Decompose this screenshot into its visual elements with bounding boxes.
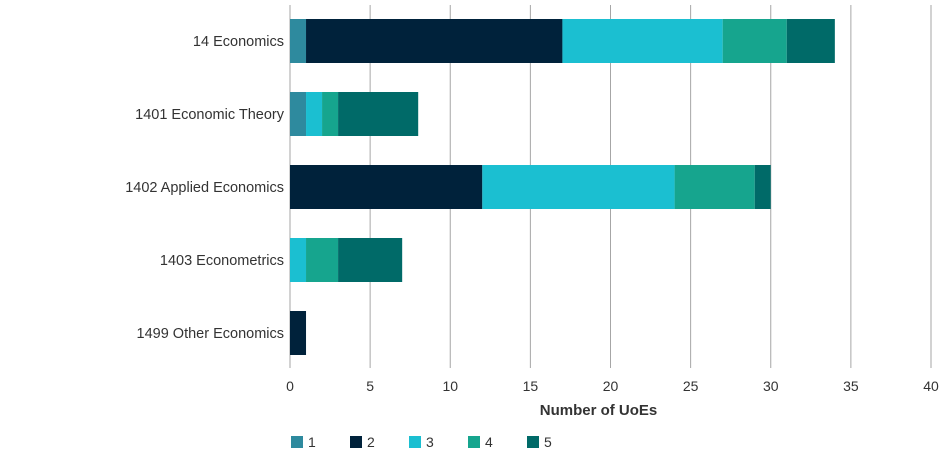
legend-label: 2 <box>367 434 375 450</box>
category-labels: 14 Economics 1401 Economic Theory 1402 App… <box>125 34 285 342</box>
legend-label: 3 <box>426 434 434 450</box>
category-label: 1401 Economic Theory <box>135 107 285 123</box>
legend-swatch <box>409 436 421 448</box>
legend-label: 1 <box>308 434 316 450</box>
bars <box>290 19 835 355</box>
bar-segment <box>562 19 723 63</box>
bar-segment <box>674 165 755 209</box>
bar-segment <box>306 19 563 63</box>
legend-swatch <box>527 436 539 448</box>
bar-segment <box>290 311 307 355</box>
bar-segment <box>722 19 787 63</box>
bar-segment <box>322 92 339 136</box>
bar-segment <box>754 165 771 209</box>
category-label: 1403 Econometrics <box>160 253 284 269</box>
x-tick-label: 30 <box>763 378 779 394</box>
x-tick-label: 10 <box>442 378 458 394</box>
x-tick-label: 40 <box>923 378 939 394</box>
x-tick-labels: 0 5 10 15 20 25 30 35 40 <box>286 378 939 394</box>
legend-label: 5 <box>544 434 552 450</box>
bar-segment <box>290 92 307 136</box>
legend-swatch <box>350 436 362 448</box>
legend-swatch <box>291 436 303 448</box>
bar-segment <box>306 92 323 136</box>
bar-segment <box>786 19 835 63</box>
bar-segment <box>290 238 307 282</box>
bar-segment <box>306 238 339 282</box>
category-label: 1402 Applied Economics <box>125 180 284 196</box>
category-label: 14 Economics <box>193 34 284 50</box>
bar-segment <box>290 19 307 63</box>
legend: 1 2 3 4 5 <box>291 434 552 450</box>
legend-label: 4 <box>485 434 493 450</box>
category-label: 1499 Other Economics <box>137 326 285 342</box>
x-tick-label: 35 <box>843 378 859 394</box>
bar-segment <box>482 165 675 209</box>
x-tick-label: 25 <box>683 378 699 394</box>
bar-segment <box>338 238 403 282</box>
x-tick-label: 20 <box>603 378 619 394</box>
legend-swatch <box>468 436 480 448</box>
x-tick-label: 15 <box>523 378 539 394</box>
x-tick-label: 0 <box>286 378 294 394</box>
bar-segment <box>338 92 419 136</box>
x-tick-label: 5 <box>366 378 374 394</box>
bar-segment <box>290 165 483 209</box>
x-axis-title: Number of UoEs <box>540 402 658 419</box>
